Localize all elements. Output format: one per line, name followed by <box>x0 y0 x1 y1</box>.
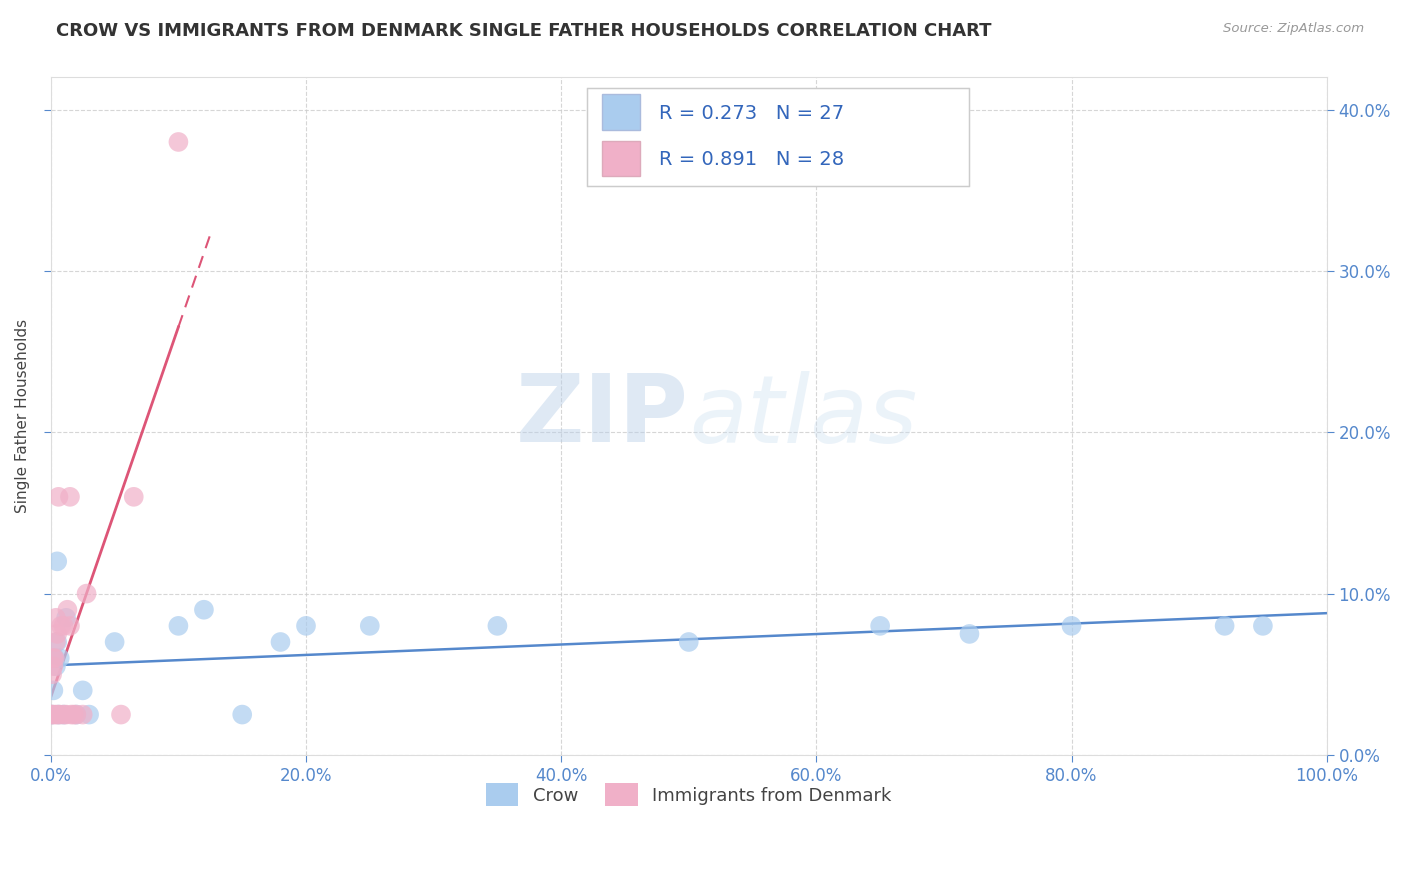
Point <box>1060 619 1083 633</box>
Point <box>193 603 215 617</box>
Point <box>48 707 70 722</box>
Point <box>44 707 66 722</box>
Text: ZIP: ZIP <box>516 370 689 462</box>
Point <box>49 619 72 633</box>
Text: CROW VS IMMIGRANTS FROM DENMARK SINGLE FATHER HOUSEHOLDS CORRELATION CHART: CROW VS IMMIGRANTS FROM DENMARK SINGLE F… <box>56 22 991 40</box>
Y-axis label: Single Father Households: Single Father Households <box>15 319 30 513</box>
Point <box>269 635 291 649</box>
Point <box>55 707 77 722</box>
Point <box>48 490 70 504</box>
Point <box>122 490 145 504</box>
Point <box>52 707 75 722</box>
Point <box>167 619 190 633</box>
Point <box>46 627 69 641</box>
Point <box>1213 619 1236 633</box>
Point <box>678 635 700 649</box>
Point <box>42 651 65 665</box>
Point <box>65 707 87 722</box>
Point <box>44 651 66 665</box>
Point <box>65 707 87 722</box>
Legend: Crow, Immigrants from Denmark: Crow, Immigrants from Denmark <box>478 776 898 814</box>
Point <box>959 627 981 641</box>
Point <box>41 707 63 722</box>
Point <box>62 707 84 722</box>
Point <box>231 707 253 722</box>
Point <box>52 707 75 722</box>
Point <box>72 707 94 722</box>
Point <box>59 490 82 504</box>
Point <box>41 707 63 722</box>
Text: Source: ZipAtlas.com: Source: ZipAtlas.com <box>1223 22 1364 36</box>
Point <box>42 683 65 698</box>
Point <box>45 659 67 673</box>
Point <box>52 619 75 633</box>
Point <box>49 707 72 722</box>
Point <box>39 707 62 722</box>
Point <box>295 619 318 633</box>
Point <box>46 554 69 568</box>
Point <box>110 707 132 722</box>
Point <box>41 667 63 681</box>
Point <box>104 635 127 649</box>
Point <box>45 611 67 625</box>
Point <box>46 707 69 722</box>
Point <box>869 619 891 633</box>
Point <box>46 635 69 649</box>
Point <box>486 619 509 633</box>
Point <box>76 586 98 600</box>
Point <box>55 611 77 625</box>
Point <box>60 707 83 722</box>
Point <box>77 707 100 722</box>
Text: atlas: atlas <box>689 371 917 462</box>
Point <box>59 619 82 633</box>
Point <box>1251 619 1274 633</box>
Point <box>49 651 72 665</box>
Point <box>45 635 67 649</box>
Point <box>56 603 79 617</box>
Point <box>167 135 190 149</box>
Point <box>359 619 381 633</box>
Point <box>42 659 65 673</box>
Point <box>44 651 66 665</box>
Point <box>72 683 94 698</box>
